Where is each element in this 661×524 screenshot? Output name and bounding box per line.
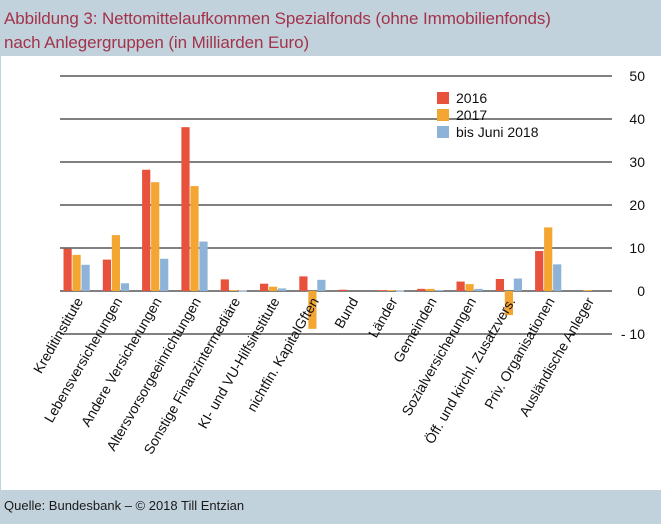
legend-swatch xyxy=(437,126,449,138)
bar xyxy=(102,259,111,291)
x-tick-label: Priv. Organisationen xyxy=(481,295,558,412)
bar xyxy=(120,283,129,291)
bar xyxy=(238,290,247,292)
y-tick-label: 20 xyxy=(629,197,645,213)
bar xyxy=(63,248,72,291)
bar xyxy=(181,127,190,291)
y-tick-label: - 10 xyxy=(621,326,645,342)
bar xyxy=(199,241,208,291)
legend-swatch xyxy=(437,109,449,121)
bar xyxy=(151,182,160,291)
bar xyxy=(260,283,269,291)
y-tick-label: 50 xyxy=(629,68,645,84)
bar xyxy=(111,235,120,291)
legend-label: bis Juni 2018 xyxy=(456,124,539,140)
legend-label: 2017 xyxy=(456,107,487,123)
chart-title-line2: nach Anlegergruppen (in Milliarden Euro) xyxy=(4,33,310,52)
source-caption: Quelle: Bundesbank – © 2018 Till Entzian xyxy=(4,498,245,513)
bar xyxy=(142,169,151,291)
legend-label: 2016 xyxy=(456,90,487,106)
bar xyxy=(308,291,317,329)
bar xyxy=(81,264,90,291)
chart-panel: 50 40 30 20 10 0- 10 Kreditinstitute Lebensvers… xyxy=(1,56,661,490)
bar xyxy=(553,264,562,291)
bar xyxy=(317,279,326,291)
bar xyxy=(495,278,504,291)
bar xyxy=(395,290,405,292)
bar xyxy=(220,279,229,291)
bar xyxy=(504,291,513,316)
bar xyxy=(338,289,347,291)
y-tick-label: 10 xyxy=(629,240,645,256)
chart-title-line1: Abbildung 3: Nettomittelaufkommen Spezia… xyxy=(4,9,551,28)
x-tick-label: nichtfin. KapitalGften xyxy=(243,295,321,415)
y-tick-label: 30 xyxy=(629,154,645,170)
bar xyxy=(190,186,199,291)
bar xyxy=(229,290,238,291)
bar xyxy=(544,227,553,291)
x-tick-label: Ausländische Anleger xyxy=(516,294,597,419)
bar xyxy=(299,276,308,291)
bar xyxy=(417,288,426,291)
x-tick-label: Länder xyxy=(365,294,401,340)
bar xyxy=(465,284,474,291)
bar xyxy=(474,288,483,291)
y-tick-label: 0 xyxy=(637,283,645,299)
x-tick-label: Bund xyxy=(331,295,361,331)
bar xyxy=(513,278,522,291)
bar xyxy=(435,290,444,291)
bar xyxy=(269,286,278,291)
bar xyxy=(278,288,287,291)
bar xyxy=(72,254,81,291)
bar xyxy=(377,290,387,291)
bar xyxy=(456,281,465,291)
bar xyxy=(160,258,169,291)
bar xyxy=(583,290,592,291)
bar xyxy=(535,251,544,291)
y-tick-label: 40 xyxy=(629,111,645,127)
bar xyxy=(426,288,435,291)
legend-swatch xyxy=(437,92,449,104)
x-tick-label: Sozialversicherungen xyxy=(398,295,479,419)
bar xyxy=(386,290,396,291)
